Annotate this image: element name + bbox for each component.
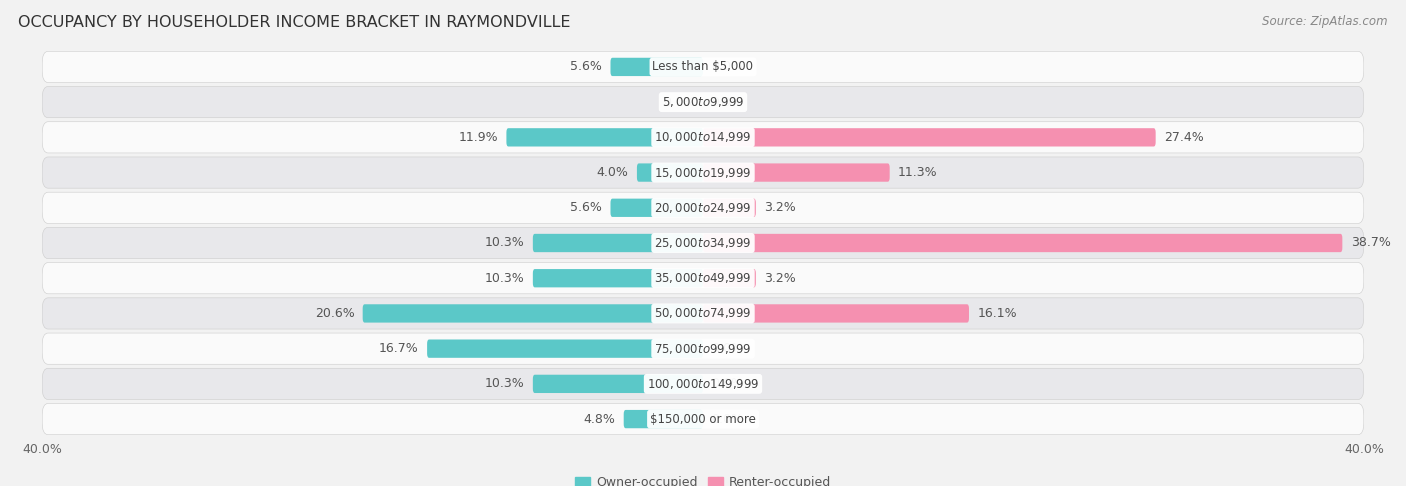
- Text: 0.0%: 0.0%: [711, 342, 744, 355]
- Text: $15,000 to $19,999: $15,000 to $19,999: [654, 166, 752, 179]
- Text: 4.0%: 4.0%: [596, 166, 628, 179]
- FancyBboxPatch shape: [42, 52, 1364, 83]
- Text: 3.2%: 3.2%: [763, 201, 796, 214]
- Text: $100,000 to $149,999: $100,000 to $149,999: [647, 377, 759, 391]
- Text: 5.6%: 5.6%: [571, 201, 602, 214]
- Text: 4.8%: 4.8%: [583, 413, 616, 426]
- FancyBboxPatch shape: [506, 128, 703, 146]
- FancyBboxPatch shape: [610, 58, 703, 76]
- Text: 11.9%: 11.9%: [458, 131, 498, 144]
- FancyBboxPatch shape: [42, 333, 1364, 364]
- FancyBboxPatch shape: [42, 227, 1364, 259]
- Text: 27.4%: 27.4%: [1164, 131, 1204, 144]
- Text: 38.7%: 38.7%: [1351, 237, 1391, 249]
- FancyBboxPatch shape: [42, 192, 1364, 224]
- Text: $150,000 or more: $150,000 or more: [650, 413, 756, 426]
- FancyBboxPatch shape: [42, 262, 1364, 294]
- Text: 16.7%: 16.7%: [380, 342, 419, 355]
- Text: OCCUPANCY BY HOUSEHOLDER INCOME BRACKET IN RAYMONDVILLE: OCCUPANCY BY HOUSEHOLDER INCOME BRACKET …: [18, 15, 571, 30]
- Text: 16.1%: 16.1%: [977, 307, 1017, 320]
- Text: Less than $5,000: Less than $5,000: [652, 60, 754, 73]
- Text: 10.3%: 10.3%: [485, 237, 524, 249]
- FancyBboxPatch shape: [42, 368, 1364, 399]
- Text: 10.3%: 10.3%: [485, 272, 524, 285]
- FancyBboxPatch shape: [703, 234, 1343, 252]
- FancyBboxPatch shape: [42, 87, 1364, 118]
- FancyBboxPatch shape: [703, 304, 969, 323]
- Text: 3.2%: 3.2%: [763, 272, 796, 285]
- Text: 5.6%: 5.6%: [571, 60, 602, 73]
- FancyBboxPatch shape: [703, 269, 756, 287]
- FancyBboxPatch shape: [42, 157, 1364, 188]
- Text: $10,000 to $14,999: $10,000 to $14,999: [654, 130, 752, 144]
- FancyBboxPatch shape: [533, 269, 703, 287]
- FancyBboxPatch shape: [42, 403, 1364, 434]
- Text: 20.6%: 20.6%: [315, 307, 354, 320]
- FancyBboxPatch shape: [637, 163, 703, 182]
- Text: $5,000 to $9,999: $5,000 to $9,999: [662, 95, 744, 109]
- Text: 0.0%: 0.0%: [711, 96, 744, 109]
- FancyBboxPatch shape: [533, 375, 703, 393]
- FancyBboxPatch shape: [363, 304, 703, 323]
- Text: $25,000 to $34,999: $25,000 to $34,999: [654, 236, 752, 250]
- Text: Source: ZipAtlas.com: Source: ZipAtlas.com: [1263, 15, 1388, 28]
- Legend: Owner-occupied, Renter-occupied: Owner-occupied, Renter-occupied: [575, 476, 831, 486]
- Text: 0.0%: 0.0%: [711, 60, 744, 73]
- Text: $75,000 to $99,999: $75,000 to $99,999: [654, 342, 752, 356]
- Text: $50,000 to $74,999: $50,000 to $74,999: [654, 307, 752, 320]
- FancyBboxPatch shape: [42, 122, 1364, 153]
- Text: 0.0%: 0.0%: [711, 377, 744, 390]
- FancyBboxPatch shape: [533, 234, 703, 252]
- FancyBboxPatch shape: [427, 340, 703, 358]
- FancyBboxPatch shape: [703, 128, 1156, 146]
- Text: 0.0%: 0.0%: [662, 96, 695, 109]
- Text: $35,000 to $49,999: $35,000 to $49,999: [654, 271, 752, 285]
- Text: 0.0%: 0.0%: [711, 413, 744, 426]
- Text: 10.3%: 10.3%: [485, 377, 524, 390]
- FancyBboxPatch shape: [624, 410, 703, 428]
- FancyBboxPatch shape: [610, 199, 703, 217]
- FancyBboxPatch shape: [703, 163, 890, 182]
- Text: $20,000 to $24,999: $20,000 to $24,999: [654, 201, 752, 215]
- FancyBboxPatch shape: [703, 199, 756, 217]
- Text: 11.3%: 11.3%: [898, 166, 938, 179]
- FancyBboxPatch shape: [42, 298, 1364, 329]
